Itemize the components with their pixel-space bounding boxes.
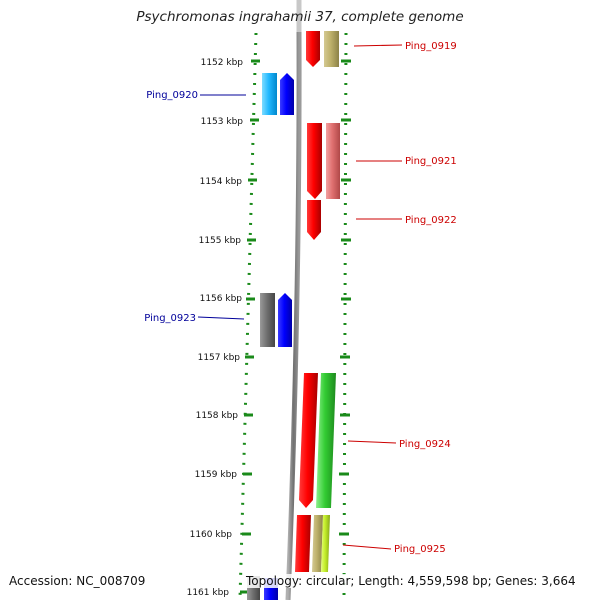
major-ticks	[240, 59, 351, 594]
gene-ping-0925[interactable]	[295, 515, 330, 572]
gene-label-ping-0924[interactable]: Ping_0924	[399, 439, 451, 450]
gene-ping-0923[interactable]	[260, 293, 292, 347]
annotation-bar	[324, 31, 339, 67]
annotation-bar	[262, 73, 277, 115]
gene-label-ping-0920[interactable]: Ping_0920	[146, 90, 198, 101]
inner-tick-rail	[238, 32, 258, 599]
kbp-label-1155: 1155 kbp	[199, 236, 242, 246]
outer-tick-rail	[342, 32, 348, 599]
cds-arrow	[280, 73, 294, 115]
leader-line-ping-0925	[342, 544, 392, 550]
kbp-label-1158: 1158 kbp	[196, 411, 239, 421]
gene-label-ping-0922[interactable]: Ping_0922	[405, 215, 457, 226]
gene-ping-0921[interactable]	[307, 123, 340, 199]
cds-arrow	[306, 31, 320, 67]
map-title: Psychromonas ingrahamii 37, complete gen…	[136, 9, 464, 25]
gene-ping-0920[interactable]	[262, 73, 294, 115]
kbp-label-1152: 1152 kbp	[201, 58, 244, 68]
kbp-label-1157: 1157 kbp	[198, 353, 241, 363]
kbp-label-1156: 1156 kbp	[200, 294, 243, 304]
annotation-bar	[321, 515, 330, 572]
gene-label-ping-0925[interactable]: Ping_0925	[394, 544, 446, 555]
gene-ping-0919[interactable]	[306, 31, 339, 67]
kbp-label-1160: 1160 kbp	[190, 530, 233, 540]
kbp-label-1154: 1154 kbp	[200, 177, 243, 187]
gene-label-ping-0923[interactable]: Ping_0923	[144, 313, 196, 324]
kbp-label-1153: 1153 kbp	[201, 117, 244, 127]
cds-arrow	[307, 200, 321, 240]
gene-label-ping-0921[interactable]: Ping_0921	[405, 156, 457, 167]
cds-arrow	[299, 373, 318, 508]
cds-arrow	[278, 293, 292, 347]
topology-text: Topology: circular; Length: 4,559,598 bp…	[244, 574, 578, 588]
genome-backbone	[285, 31, 302, 600]
annotation-bar	[316, 373, 336, 508]
cds-arrow	[307, 123, 322, 199]
leader-line-ping-0919	[353, 44, 403, 47]
gene-ping-0922[interactable]	[307, 200, 321, 240]
gene-label-ping-0919[interactable]: Ping_0919	[405, 41, 457, 52]
kbp-label-1161: 1161 kbp	[187, 588, 230, 598]
annotation-bar	[260, 293, 275, 347]
cds-arrow	[295, 515, 311, 572]
annotation-bar	[312, 515, 323, 572]
gene-ping-0924[interactable]	[299, 373, 336, 508]
kbp-label-1159: 1159 kbp	[195, 470, 238, 480]
accession-text: Accession: NC_008709	[7, 574, 148, 588]
annotation-bar	[326, 123, 340, 199]
leader-line-ping-0924	[347, 440, 397, 444]
leader-line-ping-0923	[197, 316, 245, 320]
